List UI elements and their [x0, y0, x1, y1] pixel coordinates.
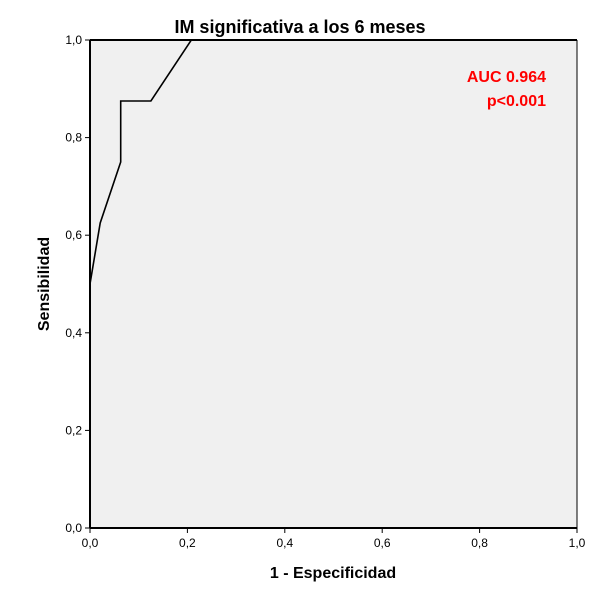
y-tick-label: 0,4 — [65, 326, 82, 340]
roc-curve — [89, 39, 577, 528]
y-tick-label: 0,2 — [65, 423, 82, 437]
y-axis-label: Sensibilidad — [36, 237, 53, 331]
p-value-annotation: p<0.001 — [487, 93, 546, 110]
x-tick-label: 0,8 — [471, 536, 488, 550]
x-tick-label: 0,2 — [179, 536, 196, 550]
y-tick-label: 0,0 — [65, 521, 82, 535]
x-tick-label: 0,6 — [374, 536, 391, 550]
x-tick-label: 1,0 — [569, 536, 586, 550]
x-axis-label: 1 - Especificidad — [270, 565, 396, 582]
x-tick-label: 0,4 — [276, 536, 293, 550]
y-tick-label: 0,8 — [65, 131, 82, 145]
x-tick-label: 0,0 — [82, 536, 99, 550]
plot-area — [90, 40, 577, 528]
y-tick-label: 1,0 — [65, 33, 82, 47]
y-tick-label: 0,6 — [65, 228, 82, 242]
chart-title: IM significativa a los 6 meses — [174, 17, 425, 37]
auc-annotation: AUC 0.964 — [467, 69, 546, 86]
axis-ticks: 0,0 0,2 0,4 0,6 0,8 1,0 0,0 0,2 0,4 0,6 0,8 1,0 — [65, 33, 585, 550]
